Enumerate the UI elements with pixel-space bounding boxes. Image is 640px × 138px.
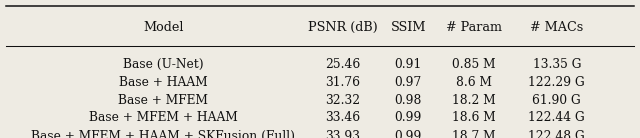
Text: PSNR (dB): PSNR (dB) — [308, 21, 377, 34]
Text: 0.99: 0.99 — [395, 112, 422, 124]
Text: SSIM: SSIM — [390, 21, 426, 34]
Text: 18.6 M: 18.6 M — [452, 112, 495, 124]
Text: 122.48 G: 122.48 G — [529, 130, 585, 138]
Text: 0.91: 0.91 — [395, 58, 422, 71]
Text: 18.2 M: 18.2 M — [452, 94, 495, 107]
Text: 32.32: 32.32 — [325, 94, 360, 107]
Text: 18.7 M: 18.7 M — [452, 130, 495, 138]
Text: 33.93: 33.93 — [325, 130, 360, 138]
Text: Base + MFEM + HAAM: Base + MFEM + HAAM — [89, 112, 237, 124]
Text: 0.99: 0.99 — [395, 130, 422, 138]
Text: Base (U-Net): Base (U-Net) — [123, 58, 204, 71]
Text: 122.44 G: 122.44 G — [529, 112, 585, 124]
Text: 31.76: 31.76 — [325, 76, 360, 89]
Text: Model: Model — [143, 21, 184, 34]
Text: 8.6 M: 8.6 M — [456, 76, 492, 89]
Text: 33.46: 33.46 — [325, 112, 360, 124]
Text: Base + HAAM: Base + HAAM — [119, 76, 207, 89]
Text: 0.98: 0.98 — [395, 94, 422, 107]
Text: 0.97: 0.97 — [395, 76, 422, 89]
Text: 122.29 G: 122.29 G — [529, 76, 585, 89]
Text: Base + MFEM: Base + MFEM — [118, 94, 208, 107]
Text: 0.85 M: 0.85 M — [452, 58, 495, 71]
Text: # Param: # Param — [445, 21, 502, 34]
Text: 13.35 G: 13.35 G — [532, 58, 581, 71]
Text: 25.46: 25.46 — [324, 58, 360, 71]
Text: # MACs: # MACs — [530, 21, 584, 34]
Text: Base + MFEM + HAAM + SKFusion (Full): Base + MFEM + HAAM + SKFusion (Full) — [31, 130, 295, 138]
Text: 61.90 G: 61.90 G — [532, 94, 581, 107]
